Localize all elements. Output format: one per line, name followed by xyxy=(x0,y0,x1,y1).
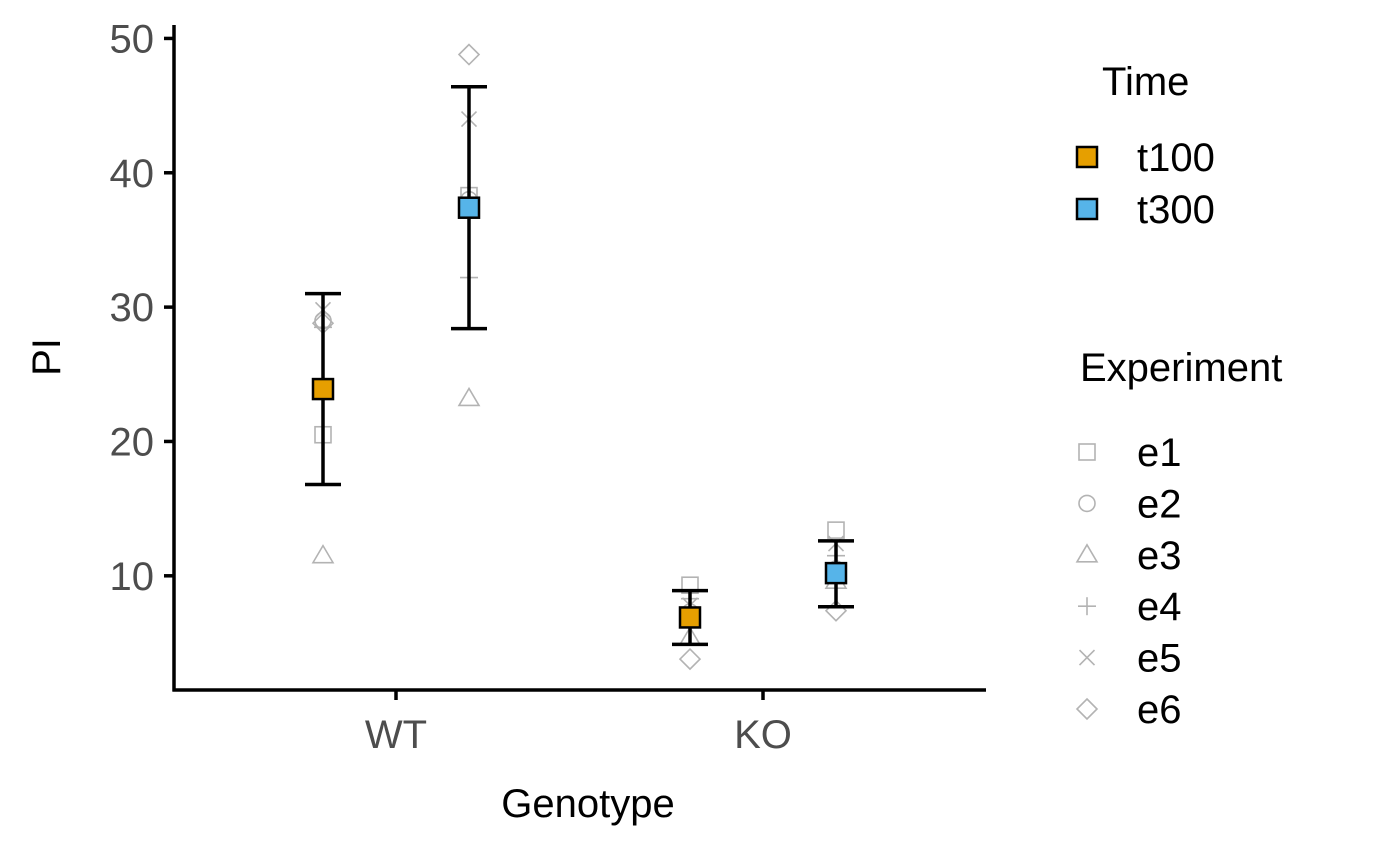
legend-experiment-label: e5 xyxy=(1137,637,1182,681)
legend-experiment-label: e1 xyxy=(1137,431,1182,475)
mean-point-t100-WT xyxy=(311,377,335,401)
experiment-point-e1 xyxy=(827,521,845,539)
y-tick-label: 40 xyxy=(110,152,155,196)
experiment-point-e6 xyxy=(457,43,481,66)
x-tick-label: KO xyxy=(734,713,792,757)
x-axis-ticks: WT KO xyxy=(365,690,792,757)
experiment-point-e3 xyxy=(457,386,481,407)
y-tick-label: 50 xyxy=(110,17,155,61)
mean-point-t300-KO xyxy=(824,561,848,585)
legend-time: Time t100 t300 xyxy=(1075,60,1215,232)
x-tick-label: WT xyxy=(365,713,427,757)
y-tick-label: 30 xyxy=(110,286,155,330)
y-tick-label: 10 xyxy=(110,555,155,599)
legend-experiment-label: e2 xyxy=(1137,482,1182,526)
x-axis-title: Genotype xyxy=(501,782,674,826)
legend-experiment: Experiment e1 e2 e3 e4 e5 e6 xyxy=(1075,346,1282,732)
legend-experiment-key-e5 xyxy=(1078,649,1096,666)
legend-experiment-key-e4 xyxy=(1078,597,1096,616)
legend-time-key-t100 xyxy=(1075,145,1099,169)
legend-experiment-label: e4 xyxy=(1137,585,1182,629)
y-axis-title: PI xyxy=(25,338,69,376)
mean-point-t100-KO xyxy=(678,606,702,629)
mean-point-t300-WT xyxy=(457,196,481,219)
legend-experiment-label: e3 xyxy=(1137,534,1182,578)
plot-area: 10 20 30 40 50 WT KO xyxy=(110,17,986,757)
experiment-point-e3 xyxy=(311,544,335,564)
legend-experiment-title: Experiment xyxy=(1080,346,1282,390)
legend-time-label: t300 xyxy=(1137,188,1215,232)
error-bars xyxy=(305,85,854,647)
legend-time-title: Time xyxy=(1102,60,1189,104)
legend-time-key-t300 xyxy=(1075,197,1099,221)
y-axis-ticks: 10 20 30 40 50 xyxy=(110,17,174,599)
experiment-point-e6 xyxy=(678,647,702,671)
legend-experiment-label: e6 xyxy=(1137,688,1182,732)
legend-experiment-key-e1 xyxy=(1078,443,1096,461)
legend-experiment-key-e2 xyxy=(1078,494,1096,513)
legend-experiment-key-e3 xyxy=(1075,543,1099,563)
mean-points xyxy=(311,196,848,629)
experiment-points xyxy=(311,43,848,671)
y-tick-label: 20 xyxy=(110,420,155,464)
legend-experiment-key-e6 xyxy=(1075,697,1099,721)
legend-time-label: t100 xyxy=(1137,136,1215,180)
